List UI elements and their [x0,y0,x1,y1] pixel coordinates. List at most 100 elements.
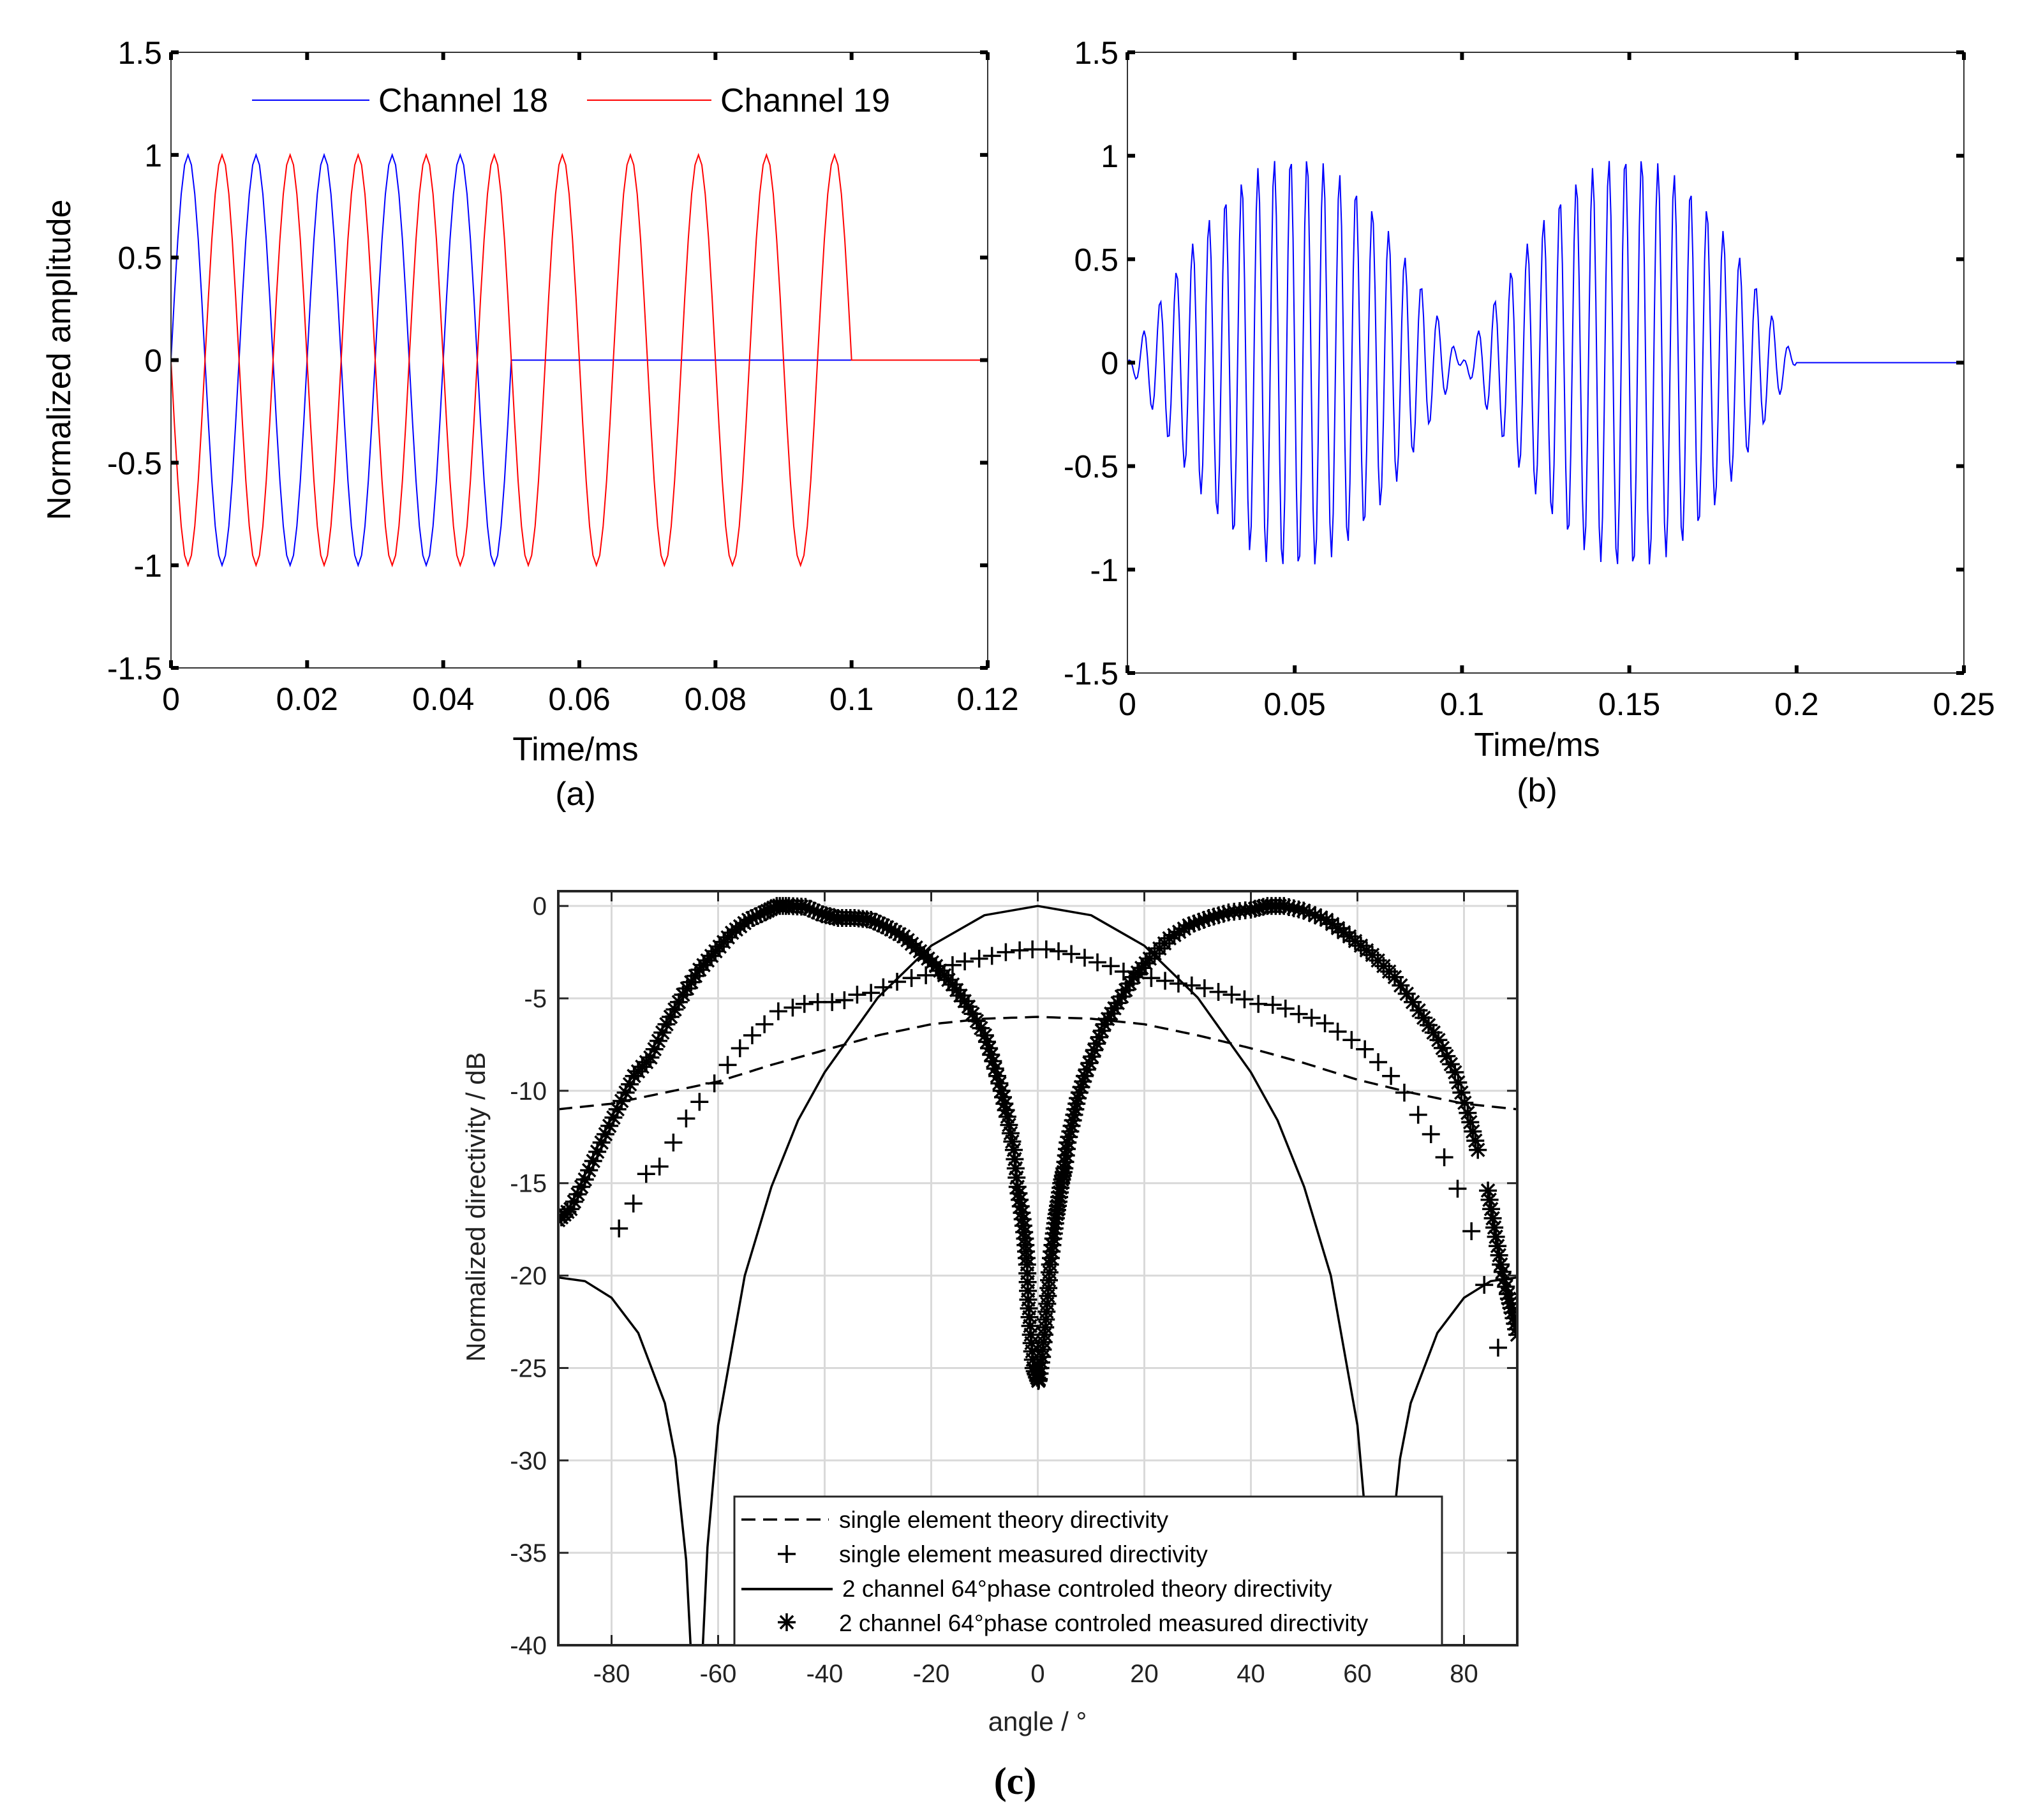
legend-label-channel-19: Channel 19 [720,82,890,119]
plus-marker [1328,1023,1347,1041]
plus-marker [1316,1014,1334,1033]
plus-marker [795,995,814,1013]
legend-label-2ch-theory: 2 channel 64°phase controled theory dire… [842,1576,1332,1602]
star-d2 [994,1083,1009,1099]
y-tick-label: 0 [533,892,547,921]
x-tick-label: 40 [1237,1660,1265,1688]
star-d2 [990,1069,1005,1084]
star-d2 [1447,1065,1462,1080]
y-tick-label: 0 [144,343,162,379]
star-marker [572,1178,591,1196]
plus-marker [743,1026,761,1044]
panel-c-chart: -80 -60 -40 -20 0 20 40 60 80 0 -5 -10 -15 -20 -25 -30 -… [461,890,1519,1802]
star-d2 [1068,1102,1083,1117]
y-tick-label: 0 [1101,346,1118,381]
star-d2 [969,1014,985,1028]
plus-marker [1435,1148,1453,1167]
star-d2 [1470,1143,1485,1157]
star-d2 [1002,1118,1016,1132]
star-d2 [961,999,976,1014]
x-tick-label: 0.06 [548,681,610,717]
star-d2 [1498,1279,1513,1294]
star-d2 [1387,970,1402,985]
star-d2 [1435,1040,1450,1056]
plus-marker [1395,1083,1413,1102]
star-d2 [981,1040,997,1056]
star-d2 [1416,1010,1431,1025]
y-tick-label: 1 [144,138,162,174]
panel-c-y-axis-label: Normalized directivity / dB [461,1052,491,1361]
star-d2 [1307,908,1323,922]
y-tick-label: 1 [1101,138,1118,174]
plus-marker [997,943,1015,961]
star-d2 [997,1096,1012,1111]
star-marker [576,1170,594,1188]
plus-marker [1209,982,1228,1001]
y-tick-label: -30 [510,1447,547,1475]
star-d2 [1421,1017,1436,1033]
star-d2 [1495,1264,1510,1280]
y-tick-label: -25 [510,1354,547,1382]
plus-marker [983,947,1001,965]
plus-marker [664,1134,683,1151]
plus-marker [862,984,881,1002]
star-d2 [1468,1133,1483,1148]
y-tick-label: -40 [510,1632,547,1660]
plus-marker [1142,969,1161,988]
panel-a-y-axis-label: Normalized amplitude [41,200,78,521]
single-element-theory-line [558,1016,1517,1111]
star-d2 [1000,1109,1015,1124]
star-d2 [1005,1134,1020,1149]
legend-label-channel-18: Channel 18 [378,82,548,119]
y-tick-label: -5 [524,985,547,1013]
star-d2 [1313,910,1328,925]
plus-marker [1101,957,1120,975]
x-tick-label: 0.25 [1933,686,1995,722]
legend-label-2ch-measured: 2 channel 64°phase controled measured di… [839,1610,1369,1636]
star-d2 [992,1076,1007,1091]
panel-a-x-axis-label: Time/ms [512,731,638,768]
star-marker [1404,993,1422,1011]
star-d2 [974,1021,988,1036]
star-d2 [1510,1333,1517,1342]
star-marker [1429,1031,1448,1049]
star-d2 [1405,995,1420,1010]
plus-marker [917,966,935,984]
star-d1 [558,1218,566,1227]
star-marker [778,1613,796,1631]
star-marker [613,1091,631,1110]
star-marker [1469,1141,1487,1159]
star-d2 [1302,905,1317,921]
x-tick-label: -20 [913,1660,950,1688]
star-marker [665,1000,684,1019]
y-tick-label: -20 [510,1262,547,1291]
star-marker [1461,1113,1480,1132]
plus-marker [718,1056,737,1074]
star-d2 [1462,1114,1478,1130]
plus-marker [956,952,974,971]
y-tick-label: -35 [510,1539,547,1567]
star-d1 [1510,1327,1517,1336]
star-d2 [1450,1075,1466,1090]
star-d2 [1063,1124,1078,1139]
x-tick-label: 0.04 [412,681,474,717]
y-tick-label: 1.5 [117,35,162,71]
star-d2 [1062,1129,1076,1144]
two-channel-measured-markers [558,897,1517,1390]
legend-label-single-measured: single element measured directivity [839,1541,1208,1567]
plus-marker [731,1039,749,1058]
x-tick-label: 0.2 [1774,686,1819,722]
y-tick-label: -1 [1090,552,1118,588]
plus-marker [755,1015,774,1033]
star-d2 [979,1034,995,1049]
x-tick-label: 0.02 [276,681,338,717]
star-d2 [999,1102,1013,1118]
y-tick-label: 0.5 [117,240,162,276]
plus-marker [1075,949,1094,967]
plus-marker [835,991,854,1009]
x-tick-label: 0 [1118,686,1136,722]
plus-marker [1235,990,1254,1009]
x-tick-label: 0.05 [1264,686,1326,722]
legend-plus-marker [778,1545,796,1563]
